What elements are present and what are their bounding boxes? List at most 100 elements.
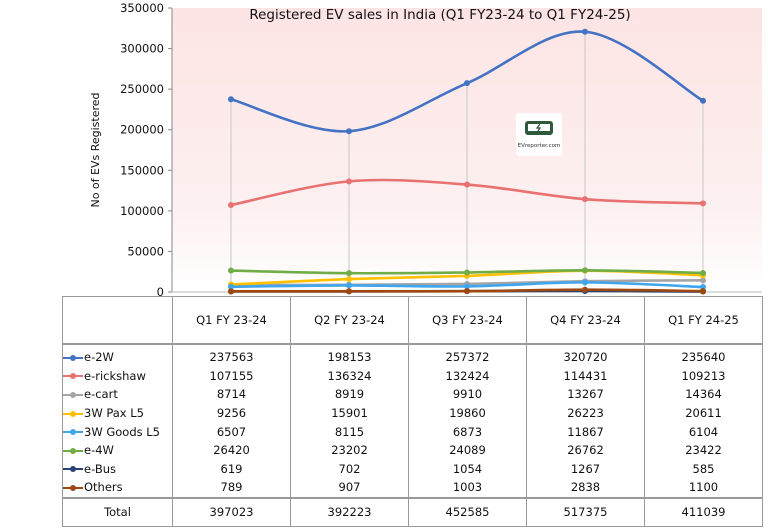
watermark-text: EVreporter.com: [518, 143, 561, 149]
table-cell: 107155: [172, 366, 291, 386]
data-point: [346, 282, 352, 289]
table-cell: 8115: [290, 422, 409, 441]
table-cell: 1054: [408, 459, 527, 479]
y-tick-label: 350000: [120, 1, 164, 15]
series-name: Others: [84, 480, 123, 495]
table-cell: 198153: [290, 343, 409, 367]
table-cell: 789: [172, 478, 291, 498]
series-3W Goods L5: [228, 279, 706, 291]
series-name: e-rickshaw: [84, 368, 146, 383]
total-cell: 411039: [644, 496, 763, 527]
table-row: Others 789 907 1003 2838 1100: [62, 478, 763, 498]
y-tick-label: 0: [157, 285, 164, 296]
data-point: [582, 196, 588, 203]
table-cell: 132424: [408, 366, 527, 386]
y-tick-label: 50000: [127, 244, 164, 258]
data-point: [582, 267, 588, 274]
table-row: 3W Pax L5 9256 15901 19860 26223 20611: [62, 403, 763, 423]
table-cell: 13267: [526, 385, 645, 404]
table-cell: 26762: [526, 440, 645, 460]
table-row: e-cart 8714 8919 9910 13267 14364: [62, 385, 763, 404]
data-point: [346, 178, 352, 185]
series-e-2W: [228, 28, 706, 135]
total-cell: 397023: [172, 496, 291, 527]
series-e-4W: [228, 267, 706, 277]
data-point: [700, 97, 706, 104]
legend-key: Others: [62, 478, 173, 498]
legend-key: e-2W: [62, 343, 173, 367]
table-cell: 23202: [290, 440, 409, 460]
series-name: e-Bus: [84, 461, 116, 476]
table-corner: [62, 296, 173, 345]
data-point: [464, 80, 470, 87]
table-cell: 702: [290, 459, 409, 479]
series-e-rickshaw: [228, 178, 706, 209]
total-cell: 517375: [526, 496, 645, 527]
data-point: [700, 288, 706, 295]
data-table: Q1 FY 23-24 Q2 FY 23-24 Q3 FY 23-24 Q4 FY 2…: [62, 296, 763, 527]
data-point: [464, 181, 470, 188]
data-point: [228, 267, 234, 274]
legend-swatch: [63, 372, 83, 380]
series-Others: [228, 286, 706, 295]
table-row: e-rickshaw 107155 136324 132424 114431 109213: [62, 366, 763, 386]
legend-key: 3W Pax L5: [62, 403, 173, 423]
table-cell: 1100: [644, 478, 763, 498]
data-point: [346, 128, 352, 135]
y-tick-label: 200000: [120, 123, 164, 137]
column-header: Q1 FY 23-24: [172, 296, 291, 345]
series-name: e-4W: [84, 443, 114, 458]
chart-area: 0 50000 100000 150000 200000 250000 300000 3500…: [89, 1, 762, 296]
legend-swatch: [63, 465, 83, 473]
column-header: Q1 FY 24-25: [644, 296, 763, 345]
table-cell: 9256: [172, 403, 291, 423]
series-name: e-cart: [84, 387, 118, 402]
data-point: [228, 96, 234, 103]
table-row: e-2W 237563 198153 257372 320720 235640: [62, 343, 763, 367]
table-cell: 23422: [644, 440, 763, 460]
table-cell: 6873: [408, 422, 527, 441]
table-cell: 20611: [644, 403, 763, 423]
data-point: [700, 277, 706, 284]
table-cell: 320720: [526, 343, 645, 367]
table-row: 3W Goods L5 6507 8115 6873 11867 6104: [62, 422, 763, 441]
column-header: Q3 FY 23-24: [408, 296, 527, 345]
legend-key: e-Bus: [62, 459, 173, 479]
drop-lines: [230, 31, 704, 292]
y-axis-label: No of EVs Registered: [89, 92, 102, 207]
data-point: [464, 283, 470, 290]
table-cell: 109213: [644, 366, 763, 386]
legend-key: e-4W: [62, 440, 173, 460]
y-tick-label: 250000: [120, 82, 164, 96]
table-cell: 15901: [290, 403, 409, 423]
data-point: [346, 288, 352, 295]
data-point: [464, 269, 470, 276]
table-row: e-4W 26420 23202 24089 26762 23422: [62, 440, 763, 460]
table-cell: 1003: [408, 478, 527, 498]
series-name: e-2W: [84, 350, 114, 365]
data-point: [346, 276, 352, 283]
legend-key: e-rickshaw: [62, 366, 173, 386]
legend-key: e-cart: [62, 385, 173, 404]
data-point: [228, 288, 234, 295]
table-cell: 19860: [408, 403, 527, 423]
table-cell: 585: [644, 459, 763, 479]
data-point: [346, 270, 352, 277]
y-tick-label: 150000: [120, 163, 164, 177]
legend-swatch: [63, 410, 83, 418]
column-header: Q2 FY 23-24: [290, 296, 409, 345]
table-cell: 24089: [408, 440, 527, 460]
table-cell: 619: [172, 459, 291, 479]
total-row: Total 397023 392223 452585 517375 411039: [62, 496, 763, 527]
evreporter-logo: EVreporter.com: [516, 113, 562, 156]
table-cell: 26223: [526, 403, 645, 423]
table-cell: 136324: [290, 366, 409, 386]
series-name: 3W Pax L5: [84, 406, 144, 421]
legend-swatch: [63, 354, 83, 362]
chart-title: Registered EV sales in India (Q1 FY23-24…: [249, 7, 630, 23]
series-name: 3W Goods L5: [84, 424, 160, 439]
table-cell: 14364: [644, 385, 763, 404]
total-label: Total: [62, 496, 173, 527]
table-cell: 1267: [526, 459, 645, 479]
y-tick-label: 300000: [120, 42, 164, 56]
